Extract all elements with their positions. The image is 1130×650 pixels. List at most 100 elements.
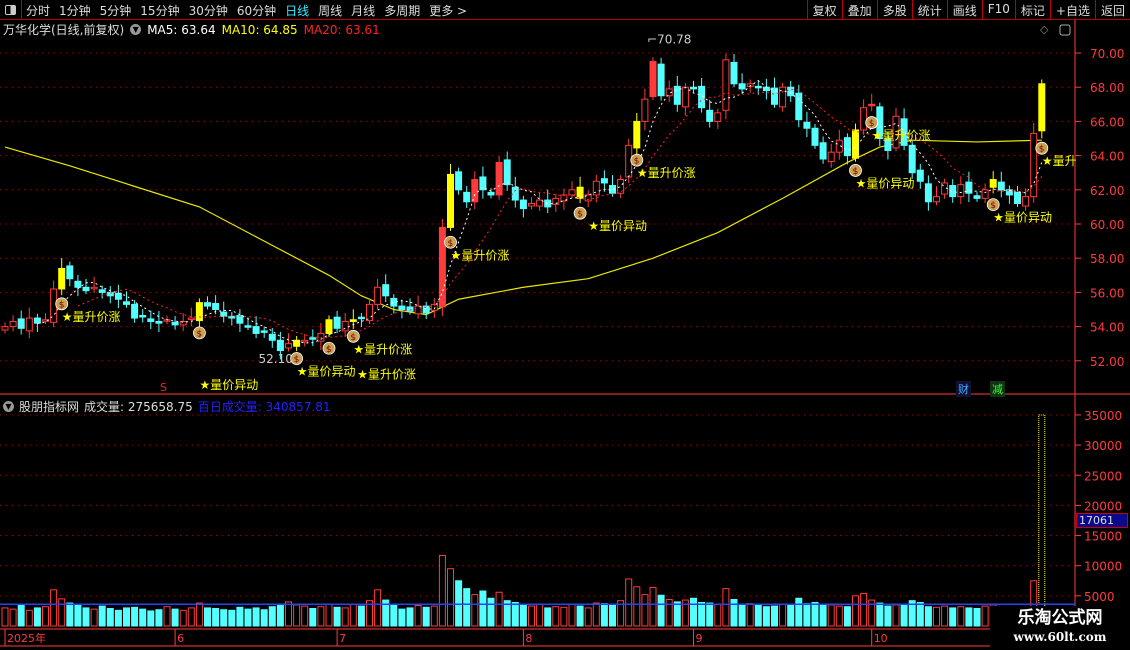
candle-body [722, 59, 730, 111]
candle-body [576, 186, 584, 199]
price-tick-label: 58.00 [1090, 252, 1124, 266]
candle [447, 163, 454, 231]
candle [179, 313, 187, 332]
candle [25, 307, 33, 339]
volume-bar [90, 608, 98, 627]
candle-body [414, 305, 422, 315]
finance-badge[interactable]: 财 [956, 381, 971, 397]
date-label: 9 [696, 632, 703, 645]
candle [949, 179, 957, 203]
toolbar-button[interactable]: 返回 [1094, 0, 1130, 20]
signal-label: ★量价异动 [588, 219, 647, 233]
candle-body [244, 325, 252, 328]
candle-body [730, 61, 738, 85]
candle-body [90, 286, 98, 290]
volume-bar [827, 604, 835, 627]
volume-bar [106, 608, 114, 627]
candle-body [600, 178, 608, 184]
toolbar-button[interactable]: 多股 [876, 0, 912, 20]
candle [852, 123, 859, 162]
candle-body [617, 179, 625, 194]
period-tab[interactable]: 周线 [318, 4, 343, 18]
period-tab[interactable]: 多周期 [384, 4, 421, 18]
money-bag-symbol: $ [634, 157, 640, 167]
toolbar-button[interactable]: F10 [981, 0, 1015, 20]
volume-bar [487, 597, 495, 627]
candle-body [528, 202, 535, 207]
volume-bar [398, 608, 406, 627]
indicator-chevron-icon[interactable]: ▼ [3, 401, 14, 412]
candle [33, 313, 41, 333]
candle-body [706, 109, 714, 122]
period-tab[interactable]: 30分钟 [188, 4, 228, 18]
candle-body [204, 302, 211, 307]
candle [827, 143, 835, 168]
candle-body [560, 194, 568, 202]
candle [463, 186, 471, 208]
toolbar-button[interactable]: 统计 [911, 0, 947, 20]
volume-bar [252, 607, 260, 627]
candle [139, 309, 147, 323]
money-bag-symbol: $ [294, 355, 300, 365]
toolbar-button[interactable]: 复权 [806, 0, 842, 20]
date-label: 8 [525, 632, 532, 645]
ma-long-line [4, 139, 1042, 316]
volume-bar [633, 586, 641, 627]
period-tab[interactable]: 1分钟 [59, 4, 91, 18]
toolbar-button[interactable]: +自选 [1049, 0, 1095, 20]
volume-bar [673, 601, 681, 627]
period-tab[interactable]: 分时 [26, 4, 51, 18]
toolbar-button[interactable]: 标记 [1014, 0, 1050, 20]
panel-toggle-icon[interactable] [0, 0, 22, 20]
volume-bar [933, 606, 940, 627]
period-tab[interactable]: 60分钟 [236, 4, 277, 18]
period-tab[interactable]: 更多 > [429, 4, 468, 18]
candle [771, 77, 778, 108]
reduce-badge[interactable]: 减 [990, 381, 1005, 397]
candle-body [1030, 132, 1038, 198]
signal-label: ★量升价涨 [62, 309, 121, 324]
candle-body [17, 318, 25, 329]
volume-bar [941, 605, 949, 627]
candle [690, 80, 697, 93]
volume-tick-label: 10000 [1084, 560, 1122, 574]
candle-body [1005, 189, 1013, 196]
toolbar-button[interactable]: 叠加 [841, 0, 877, 20]
candle [860, 99, 868, 135]
volume-tick-label: 30000 [1084, 439, 1122, 453]
cursor-value-label: 17061 [1076, 513, 1128, 528]
candle [997, 171, 1005, 198]
volume-bar [536, 603, 544, 627]
volume-bar [268, 606, 276, 627]
volume-tick-label: 5000 [1084, 590, 1115, 604]
volume-bar [212, 608, 220, 627]
candle [803, 111, 811, 138]
candle-body [366, 303, 373, 322]
period-tab[interactable]: 月线 [351, 4, 376, 18]
period-tab[interactable]: 5分钟 [99, 4, 132, 18]
candle [82, 278, 90, 295]
candle-body [9, 320, 17, 328]
money-bag-icon [55, 297, 69, 311]
candle [195, 298, 203, 330]
candle [495, 156, 503, 200]
period-tab[interactable]: 日线 [285, 4, 310, 18]
period-tab[interactable]: 15分钟 [140, 4, 180, 18]
volume-bar [714, 603, 722, 627]
candle-body [25, 317, 33, 332]
toolbar-button[interactable]: 画线 [946, 0, 982, 20]
watermark-name: 乐淘公式网 [1017, 608, 1103, 628]
money-bag-icon [1035, 141, 1049, 155]
volume-bar [576, 605, 584, 627]
candle-body [673, 85, 681, 105]
candle-body [965, 181, 973, 194]
chart-info-line: 万华化学(日线,前复权) ▼ MA5: 63.64 MA10: 64.85 MA… [3, 21, 380, 38]
dropdown-chevron-icon[interactable]: ▼ [130, 24, 142, 35]
candle-body [487, 191, 495, 196]
money-bag-icon [322, 341, 336, 355]
price-tick-label: 60.00 [1090, 218, 1124, 232]
volume-bar [779, 603, 787, 627]
candle [576, 176, 584, 204]
volume-bar [293, 604, 301, 627]
